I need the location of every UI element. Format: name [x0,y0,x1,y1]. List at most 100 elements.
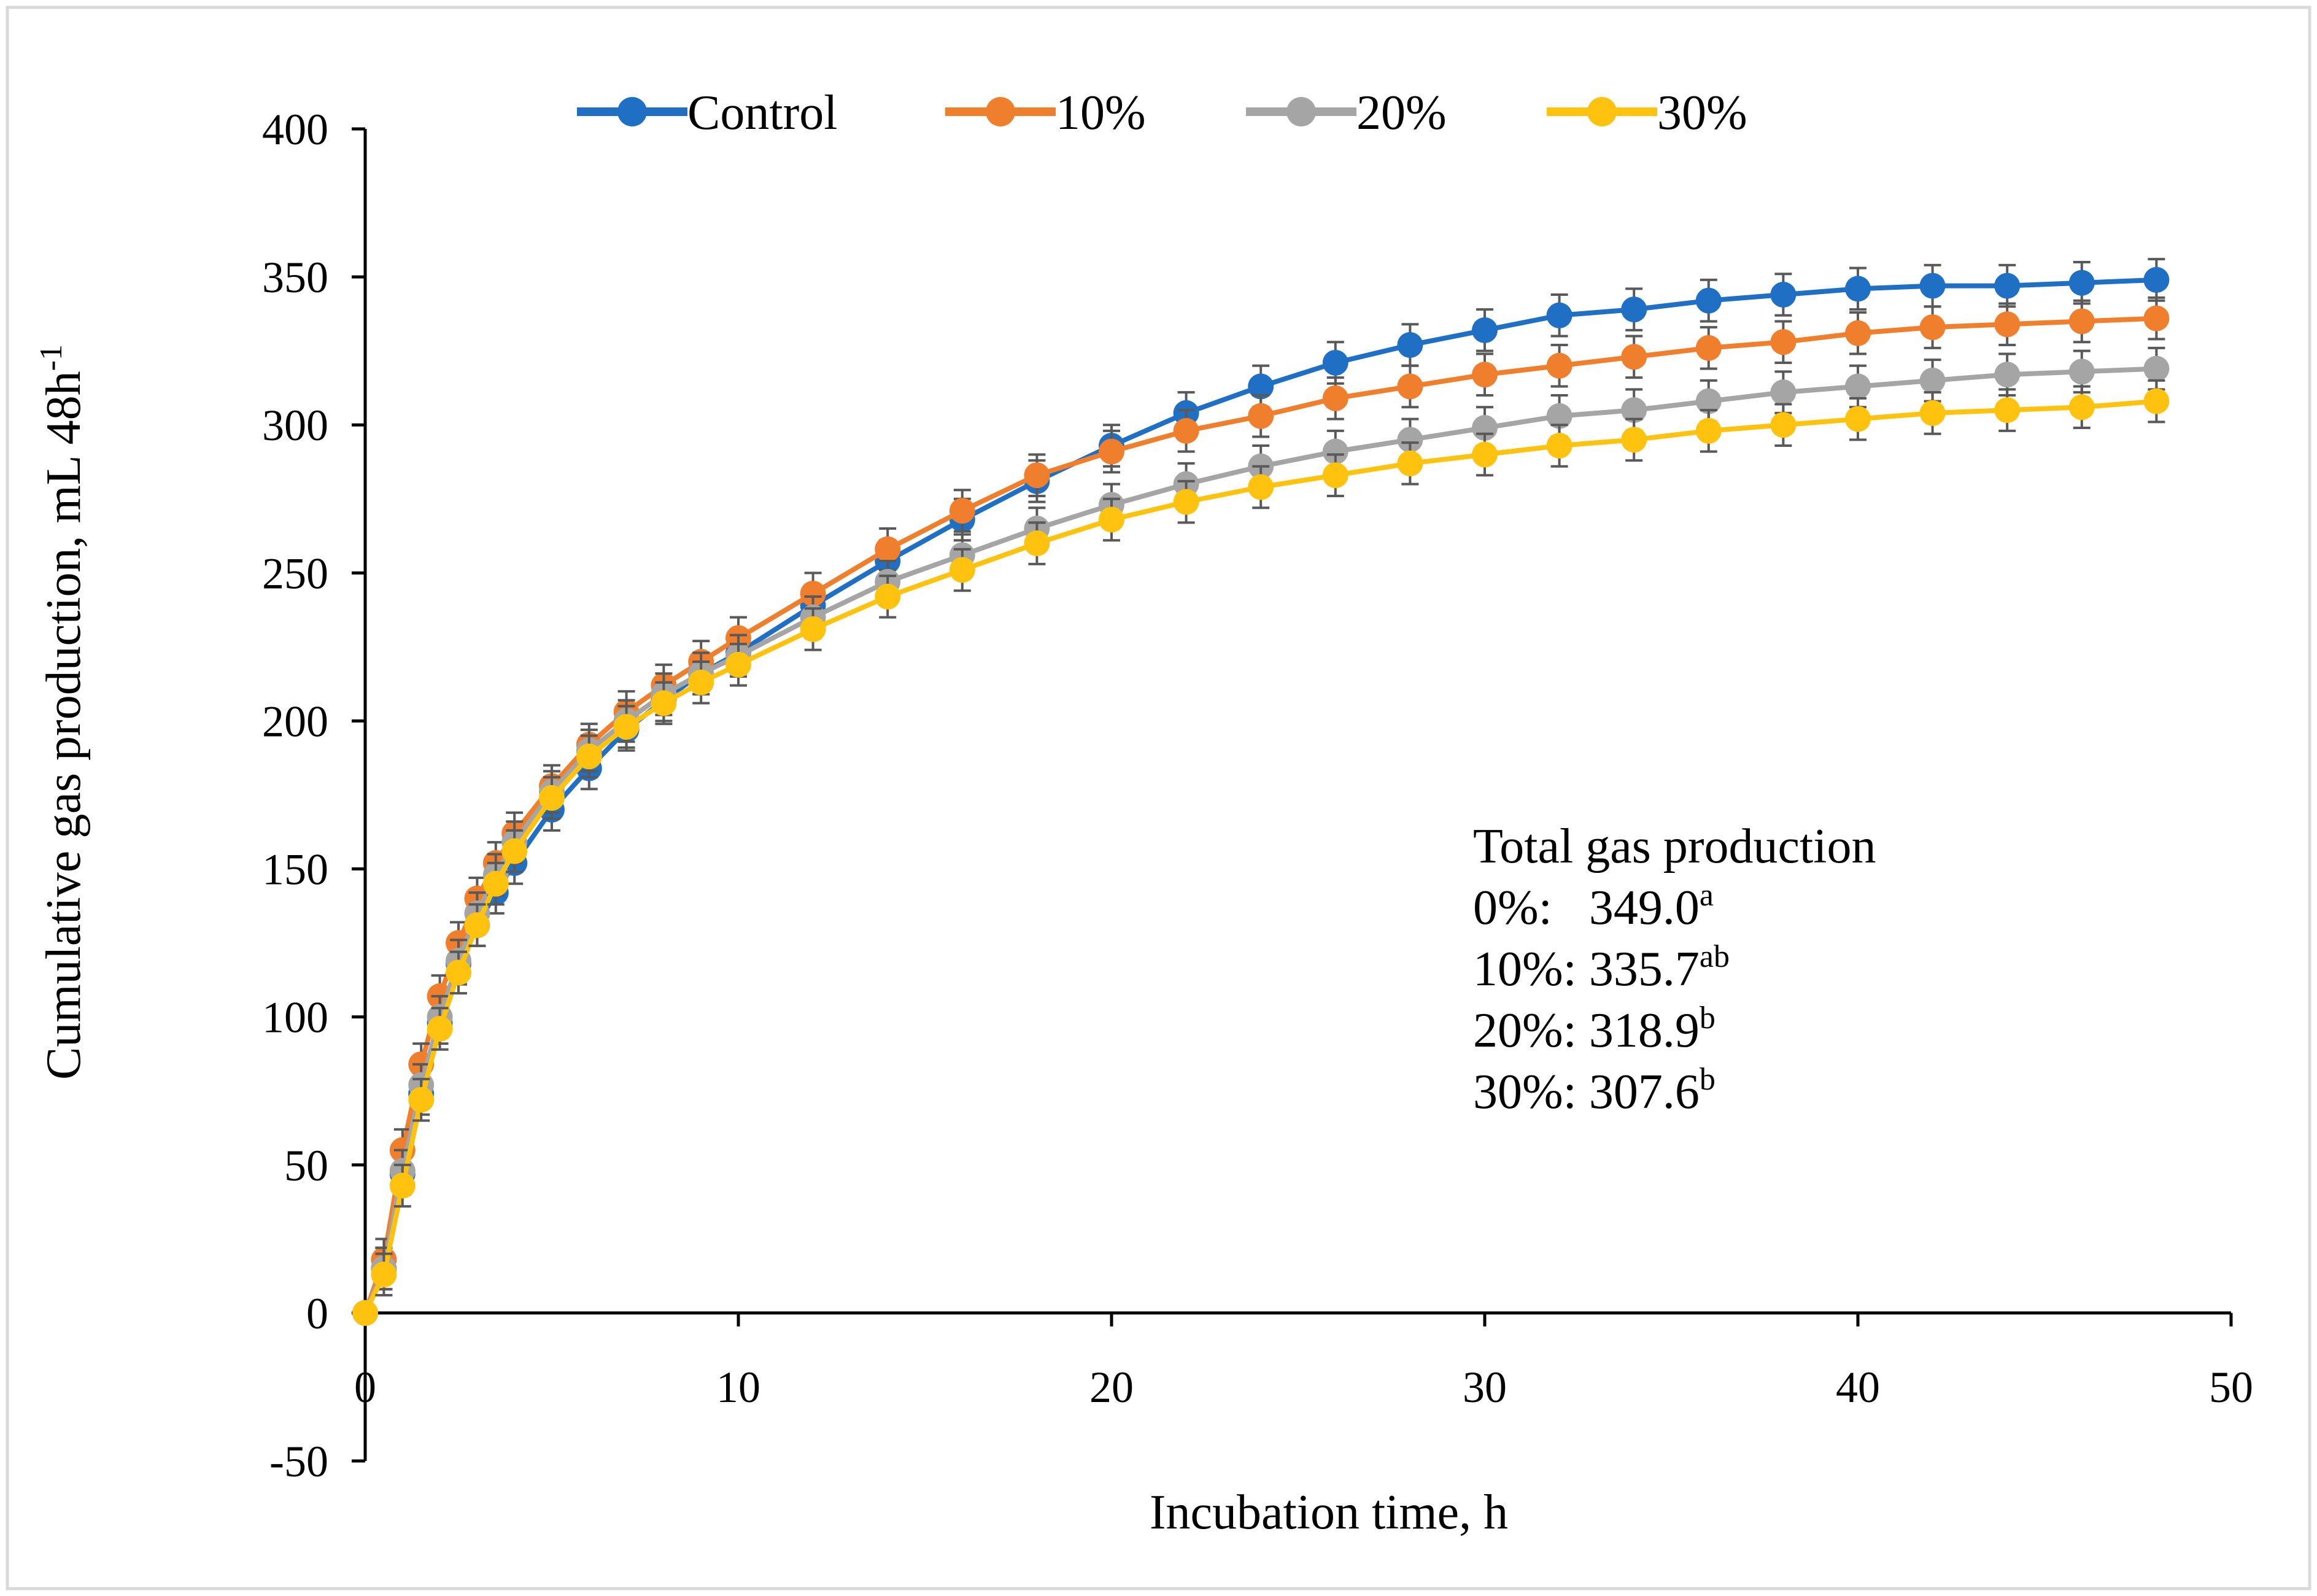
legend-marker [986,97,1015,126]
x-axis-title: Incubation time, h [1150,1486,1508,1540]
data-point [688,669,714,695]
data-point [1472,362,1498,388]
data-point [2068,269,2095,296]
annotation-line-1-superscript: ab [1700,939,1730,974]
data-point [2143,266,2170,293]
data-point [352,1300,378,1326]
series-line [363,366,2157,1314]
data-point [1546,432,1572,459]
series-30% [352,379,2170,1326]
legend-marker [1286,97,1316,126]
annotation-line-0-superscript: a [1700,878,1714,913]
data-point [1472,441,1498,468]
annotation-line-0-value: 0%: 349.0 [1473,881,1700,935]
y-tick-label: 150 [262,845,328,894]
data-point [1099,506,1124,533]
data-point [1546,403,1572,429]
data-point [1397,332,1423,358]
data-point [1845,320,1871,346]
data-point [1695,335,1722,361]
data-point [800,616,826,642]
data-point [1322,349,1348,376]
data-point [1919,314,1946,341]
data-point [1621,397,1647,424]
annotation-line-3-superscript: b [1700,1062,1716,1097]
data-point [949,498,975,524]
legend-item-20%: 20% [1246,86,1447,140]
legend-marker [617,97,647,126]
data-point [1546,352,1572,379]
y-tick-label: 300 [262,401,328,450]
y-tick-label: 250 [262,549,328,598]
x-tick-label: 40 [1836,1363,1880,1412]
legend-item-10%: 10% [945,86,1146,140]
data-point [371,1261,397,1288]
annotation-line-1: 10%: 335.7ab [1473,939,1730,996]
data-point [464,912,490,939]
legend: Control 10% 20% 30% [577,86,1747,140]
y-axis-title-superscript: -1 [34,344,69,371]
y-tick-label: -50 [269,1437,328,1486]
data-point [1770,282,1797,308]
data-point [1024,462,1050,489]
x-tick-label: 30 [1463,1363,1507,1412]
data-point [539,784,565,811]
data-point [1770,412,1797,438]
data-point [1173,417,1199,444]
x-tick-label: 0 [354,1363,376,1412]
x-tick-label: 20 [1089,1363,1134,1412]
data-point [1621,427,1647,453]
data-point [1919,400,1946,426]
data-point [1770,379,1797,406]
annotation-line-2-superscript: b [1700,1001,1716,1036]
annotation-line-0: 0%: 349.0a [1473,878,1714,935]
data-point [446,959,471,986]
x-tick-label: 10 [716,1363,760,1412]
data-point [1919,367,1946,393]
data-point [725,651,751,678]
data-point [1397,427,1423,453]
y-tick-label: 100 [262,993,328,1042]
y-tick-label: 0 [306,1289,328,1338]
data-point [1621,344,1647,370]
y-tick-label: 400 [262,105,328,154]
annotation-line-2-value: 20%: 318.9 [1473,1004,1700,1058]
data-point [427,1015,453,1042]
data-point [1994,273,2021,299]
data-point [2143,305,2170,331]
data-point [1994,397,2021,424]
x-tick-label: 50 [2209,1363,2253,1412]
data-point [1845,373,1871,400]
data-point [2143,355,2170,382]
legend-label: Control [687,86,837,140]
data-point [1248,373,1274,400]
data-point [1248,403,1274,429]
annotation-title: Total gas production [1473,819,1876,874]
data-point [875,536,901,562]
data-point [1322,438,1348,465]
data-point [1472,317,1498,343]
legend-label: 20% [1356,86,1447,140]
data-point [1994,362,2021,388]
data-point [408,1087,435,1113]
data-point [800,581,826,607]
data-point [1770,329,1797,355]
figure-border [6,6,2311,1590]
data-point [1919,273,1946,299]
annotation-line-2: 20%: 318.9b [1473,1001,1716,1058]
data-point [1845,406,1871,432]
data-point [1695,388,1722,414]
y-tick-labels: -50 0 50 100 150 200 250 300 350 400 [262,105,328,1486]
data-point [1248,474,1274,500]
x-tick-labels: 0 10 20 30 40 50 [354,1363,2253,1412]
data-point [1397,450,1423,476]
y-axis-title: Cumulative gas production, mL 48h-1 [34,344,91,1080]
data-point [1397,373,1423,400]
data-point [1099,438,1124,465]
data-point [1546,302,1572,328]
data-point [1621,296,1647,323]
data-point [2143,388,2170,414]
data-point [389,1172,416,1199]
